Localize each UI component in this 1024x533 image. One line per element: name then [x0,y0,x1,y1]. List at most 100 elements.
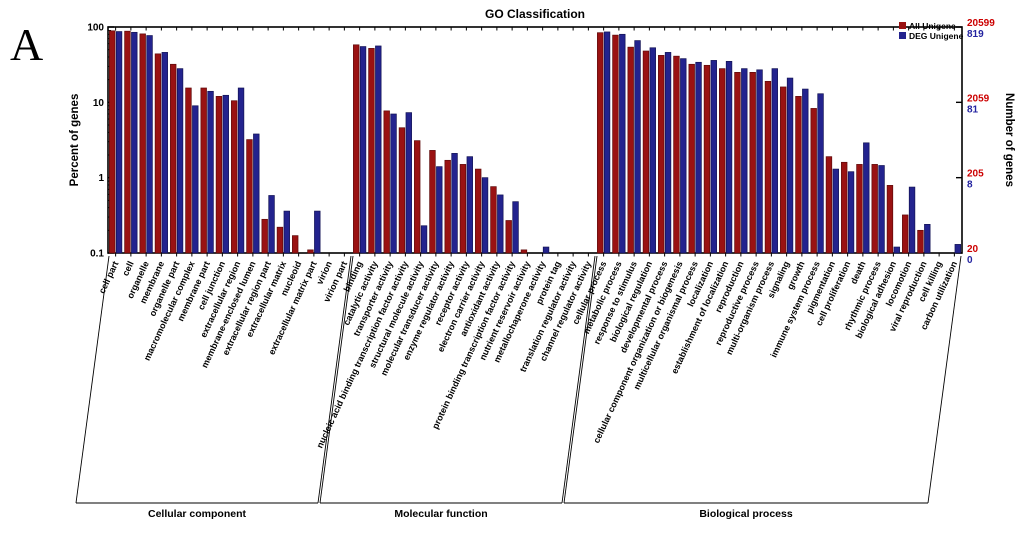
bar-deg-unigene-biological adhesion [893,246,900,254]
bar-deg-unigene-membrane [161,52,168,254]
bar-all-unigene-transporter activity [383,110,390,254]
y-axis-label-right: Number of genes [1003,93,1015,187]
bar-deg-unigene-membrane part [207,90,214,254]
bar-deg-unigene-pigmentation [832,168,839,254]
bar-all-unigene-electron carrier activity [475,168,482,254]
left-axis-labels: 100 10 1 0.1 [87,23,104,260]
bar-deg-unigene-extracellular matrix part [314,210,321,254]
bar-deg-unigene-cell proliferation [847,171,855,254]
y-tick-label-1: 1 [98,173,104,184]
x-category-labels: cell part cellorganellemembraneorganelle … [97,260,959,450]
section-biological-process: Biological process [563,255,962,520]
bar-all-unigene-nutrient reservoir activity [520,249,528,254]
bar-deg-unigene-cell part [115,31,123,254]
bar-deg-unigene-molecular transducer activity [436,166,443,254]
bar-all-unigene-locomotion [902,214,909,254]
bar-deg-unigene-biological regulation [649,47,656,254]
bar-all-unigene-establishment of localization [719,68,726,254]
right-tick-deg-819: 819 [967,29,984,40]
section-label: Cellular component [148,508,247,520]
bar-deg-unigene-structural molecule activity [420,225,428,254]
bar-all-unigene-biological regulation [642,50,650,254]
section-label: Biological process [699,508,793,520]
bar-deg-unigene-electron carrier activity [481,177,489,254]
bar-all-unigene-cellular process [597,32,604,254]
bar-all-unigene-cell junction [215,96,223,254]
bar-deg-unigene-cellular process [603,31,611,254]
chart-title: GO Classification [485,7,585,21]
right-tick-all-2059: 2059 [967,93,990,104]
bar-deg-unigene-immune system process [817,93,824,254]
bar-all-unigene-response to stimulus [627,46,634,254]
section-label: Molecular function [394,508,487,520]
section-cellular-component: Cellular component [75,255,352,520]
bar-all-unigene-antioxidant activity [490,186,497,254]
bar-deg-unigene-extracellular matrix [283,210,290,254]
bar-deg-unigene-cellular component organization or biogenesis [680,58,687,254]
section-molecular-function: Molecular function [319,255,596,520]
x-label-cell: cell [120,260,135,278]
legend-label-deg-unigene: DEG Unigene [909,31,964,41]
bar-deg-unigene-reproductive process [756,69,763,254]
bar-all-unigene-nucleoid [292,235,299,254]
bar-all-unigene-structural molecule activity [414,140,421,254]
bar-all-unigene-extracellular region [231,100,238,254]
bar-deg-unigene-multicellular organismal process [695,61,702,254]
right-tick-all-20599: 20599 [967,18,995,29]
bar-all-unigene-molecular transducer activity [429,150,436,254]
bar-all-unigene-enzyme regulator activity [444,159,451,254]
bar-deg-unigene-antioxidant activity [497,194,504,254]
bar-all-unigene-cell part [109,30,116,254]
bar-deg-unigene-localization [710,60,717,254]
bar-all-unigene-developmental process [658,55,665,254]
bar-deg-unigene-viral reproduction [924,224,931,254]
bar-all-unigene-receptor activity [459,164,467,254]
bar-all-unigene-metabolic process [612,34,619,254]
bar-all-unigene-extracellular matrix [276,226,284,254]
y-tick-label-100: 100 [87,23,104,34]
right-tick-deg-81: 81 [967,104,979,115]
bar-deg-unigene-binding [359,46,367,254]
bar-deg-unigene-cell [131,31,138,254]
bar-deg-unigene-signaling [786,77,794,254]
bar-all-unigene-organelle part [170,63,177,254]
bar-all-unigene-reproduction [734,72,741,254]
y-axis-label-left: Percent of genes [69,94,81,187]
bar-all-unigene-extracellular region part [261,218,268,254]
bar-all-unigene-growth [795,96,802,254]
bar-deg-unigene-macromolecular complex [192,105,199,254]
y-tick-label-0.1: 0.1 [90,249,104,260]
bar-all-unigene-membrane part [200,87,207,254]
bar-deg-unigene-death [863,142,870,254]
bar-deg-unigene-membrane-enclosed lumen [253,133,260,254]
right-tick-deg-8: 8 [967,180,973,191]
bar-all-unigene-macromolecular complex [185,87,192,254]
legend-label-all-unigene: All Unigene [909,21,956,31]
bar-all-unigene-immune system process [810,108,817,254]
bar-all-unigene-viral reproduction [917,229,924,254]
bar-deg-unigene-carbon utilization [954,244,961,254]
bar-all-unigene-multicellular organismal process [688,63,695,254]
bar-all-unigene-pigmentation [825,156,833,254]
right-tick-all-205: 205 [967,169,984,180]
x-label-cell part: cell part [97,260,121,296]
bar-all-unigene-localization [703,64,711,254]
bar-all-unigene-reproductive process [749,72,756,254]
bar-deg-unigene-cell junction [222,94,229,254]
bar-all-unigene-catalytic activity [368,48,375,254]
section-brackets: Cellular component Molecular function Biol… [75,255,962,520]
bar-deg-unigene-metabolic process [619,33,626,254]
bar-all-unigene-membrane [154,53,162,254]
bar-deg-unigene-extracellular region part [268,195,275,254]
bar-deg-unigene-transporter activity [390,113,397,254]
bar-all-unigene-binding [353,44,360,254]
legend-swatch-all-unigene [899,22,906,29]
right-tick-all-20: 20 [967,244,979,255]
bar-all-unigene-rhythmic process [871,164,878,254]
plot-frame [107,26,963,254]
bar-deg-unigene-nucleic acid binding transcription factor activity [405,112,412,254]
x-ticks [115,27,955,257]
right-tick-deg-0: 0 [967,255,973,266]
bar-all-unigene-protein binding transcription factor activity [505,220,512,254]
